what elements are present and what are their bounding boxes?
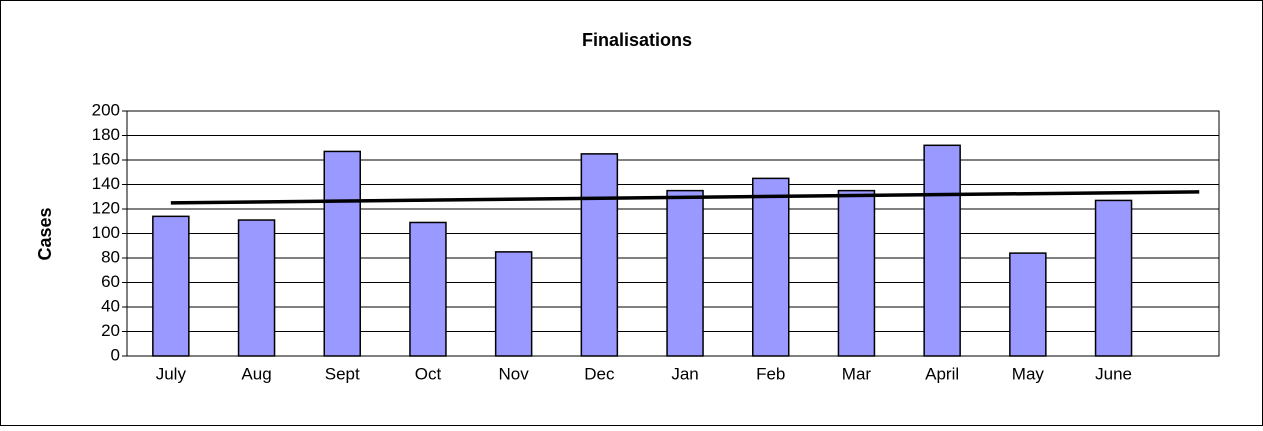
x-tick-label: Sept xyxy=(325,364,360,383)
x-tick-label: April xyxy=(925,364,959,383)
chart-title: Finalisations xyxy=(582,30,692,50)
bar xyxy=(323,150,361,357)
y-tick-label: 120 xyxy=(92,198,120,217)
bar xyxy=(152,215,190,357)
y-axis-label: Cases xyxy=(35,207,55,260)
x-tick-label: Nov xyxy=(499,364,530,383)
bar xyxy=(237,219,276,357)
x-tick-label: July xyxy=(156,364,187,383)
y-tick-label: 0 xyxy=(111,345,120,364)
y-tick-label: 80 xyxy=(101,247,120,266)
trendline xyxy=(170,190,1200,205)
bar xyxy=(923,144,961,357)
x-tick-label: Oct xyxy=(415,364,442,383)
y-tick-label: 180 xyxy=(92,125,120,144)
bar xyxy=(409,221,447,357)
x-tick-label: June xyxy=(1095,364,1132,383)
x-tick-label: Mar xyxy=(842,364,872,383)
bar xyxy=(1009,252,1047,357)
x-tick-label: Dec xyxy=(584,364,615,383)
y-tick-label: 100 xyxy=(92,223,120,242)
bar xyxy=(837,189,876,357)
bar xyxy=(580,153,619,357)
x-tick-label: Jan xyxy=(671,364,698,383)
y-tick-label: 200 xyxy=(92,100,120,119)
bar xyxy=(752,177,790,357)
bar xyxy=(666,189,704,357)
y-tick-label: 20 xyxy=(101,321,120,340)
x-tick-label: Feb xyxy=(756,364,785,383)
x-tick-label: May xyxy=(1012,364,1045,383)
bar xyxy=(1094,199,1133,357)
y-tick-label: 160 xyxy=(92,149,120,168)
y-tick-label: 40 xyxy=(101,296,120,315)
bar xyxy=(494,251,533,357)
y-tick-label: 140 xyxy=(92,174,120,193)
x-tick-label: Aug xyxy=(241,364,271,383)
y-tick-label: 60 xyxy=(101,272,120,291)
